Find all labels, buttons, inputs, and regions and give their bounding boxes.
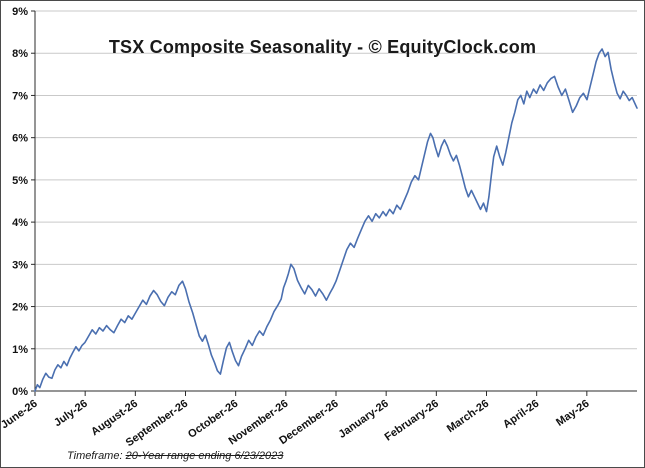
timeframe-value: 20-Year range ending 6/23/2023 bbox=[125, 450, 284, 462]
x-tick-label: February-26 bbox=[383, 398, 441, 444]
y-tick-label: 4% bbox=[12, 217, 28, 229]
y-tick-label: 1% bbox=[12, 344, 28, 356]
x-tick-label: July-26 bbox=[52, 398, 90, 430]
chart-title: TSX Composite Seasonality - © EquityCloc… bbox=[108, 37, 537, 57]
timeframe-label: Timeframe: bbox=[67, 450, 123, 462]
x-tick-label: May-26 bbox=[554, 398, 591, 429]
x-tick-label: April-26 bbox=[501, 398, 541, 431]
y-tick-label: 2% bbox=[12, 302, 28, 314]
y-tick-label: 6% bbox=[12, 133, 28, 145]
x-tick-label: June-26 bbox=[1, 398, 40, 432]
timeframe-footer: Timeframe: 20-Year range ending 6/23/202… bbox=[67, 450, 283, 462]
y-tick-label: 9% bbox=[12, 6, 28, 18]
axis-labels: 0%1%2%3%4%5%6%7%8%9%June-26 July-26 August… bbox=[1, 6, 592, 449]
gridlines bbox=[35, 10, 637, 350]
y-tick-label: 5% bbox=[12, 175, 28, 187]
seasonality-series-line bbox=[34, 48, 638, 392]
series-line-group bbox=[34, 48, 638, 392]
axes bbox=[31, 10, 637, 396]
y-tick-label: 7% bbox=[12, 90, 28, 102]
y-tick-label: 0% bbox=[12, 386, 28, 398]
x-tick-label: March-26 bbox=[445, 398, 491, 436]
y-tick-label: 3% bbox=[12, 259, 28, 271]
y-tick-label: 8% bbox=[12, 48, 28, 60]
